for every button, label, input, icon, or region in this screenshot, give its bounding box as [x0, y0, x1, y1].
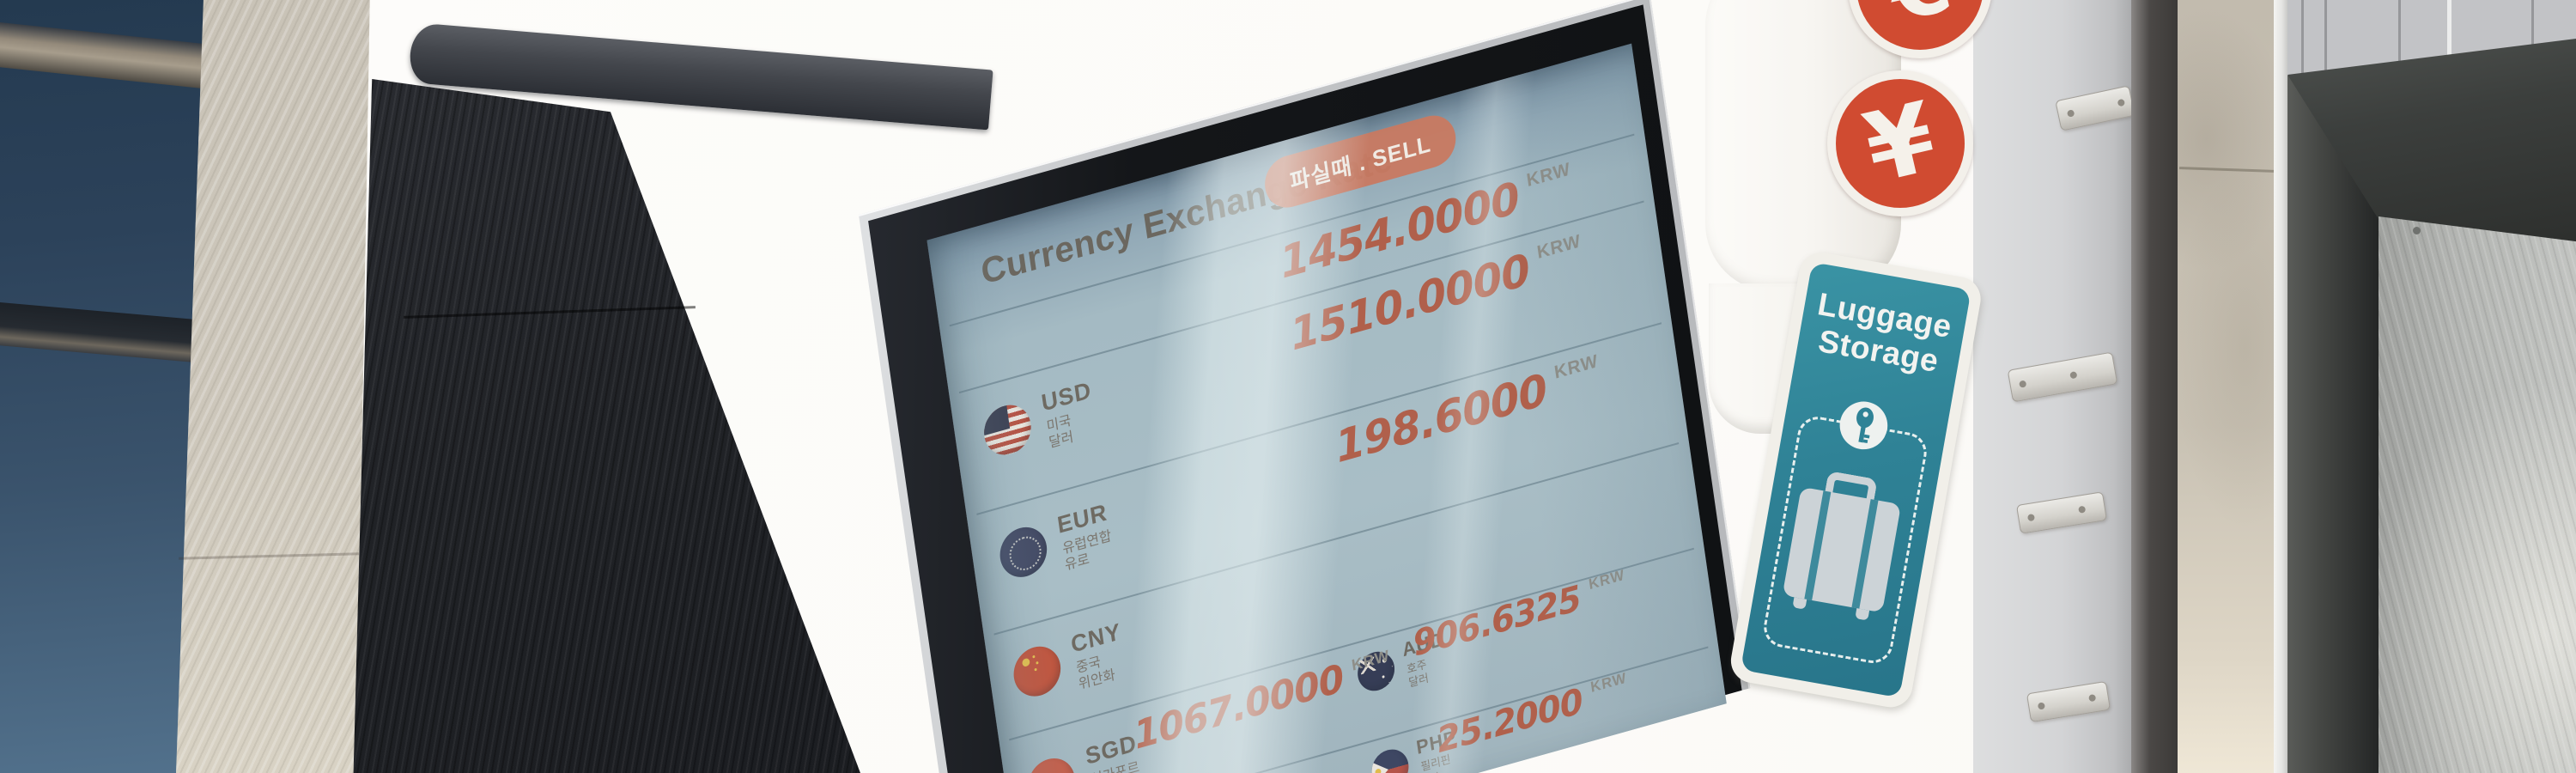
luggage-sign-text: Luggage Storage	[1814, 286, 1955, 379]
wall-shadow-seam	[2131, 0, 2178, 773]
panel-seam	[2447, 0, 2451, 82]
panel-seam	[2398, 0, 2401, 82]
panel-screw	[2413, 227, 2421, 234]
glass-curtain-wall	[0, 0, 204, 773]
panel-seam	[2531, 0, 2534, 82]
granite-pillar-dark	[353, 79, 860, 773]
yen-symbol-icon: ¥	[1855, 81, 1946, 206]
screen-shading	[927, 43, 1727, 773]
panel-seam	[2324, 0, 2327, 82]
galvanized-panel	[2379, 216, 2576, 773]
exchange-rate-screen: Currency Exchange Rate 파실때 . SELL 1454.0…	[927, 43, 1727, 773]
key-icon	[1835, 397, 1893, 454]
exchange-rate-board: Currency Exchange Rate 파실때 . SELL 1454.0…	[859, 0, 1751, 773]
granite-pillar-light	[176, 0, 370, 773]
yen-sign: ¥	[1827, 70, 1973, 216]
board-inner-frame: Currency Exchange Rate 파실때 . SELL 1454.0…	[868, 4, 1742, 773]
panel-seam	[2301, 0, 2304, 82]
euro-symbol-icon: €	[1880, 0, 1960, 41]
luggage-storage-sign: Luggage Storage	[1727, 249, 1984, 711]
metal-edge-trim	[2274, 0, 2287, 773]
concrete-strip	[2178, 0, 2274, 773]
luggage-sign-face: Luggage Storage	[1740, 262, 1971, 698]
